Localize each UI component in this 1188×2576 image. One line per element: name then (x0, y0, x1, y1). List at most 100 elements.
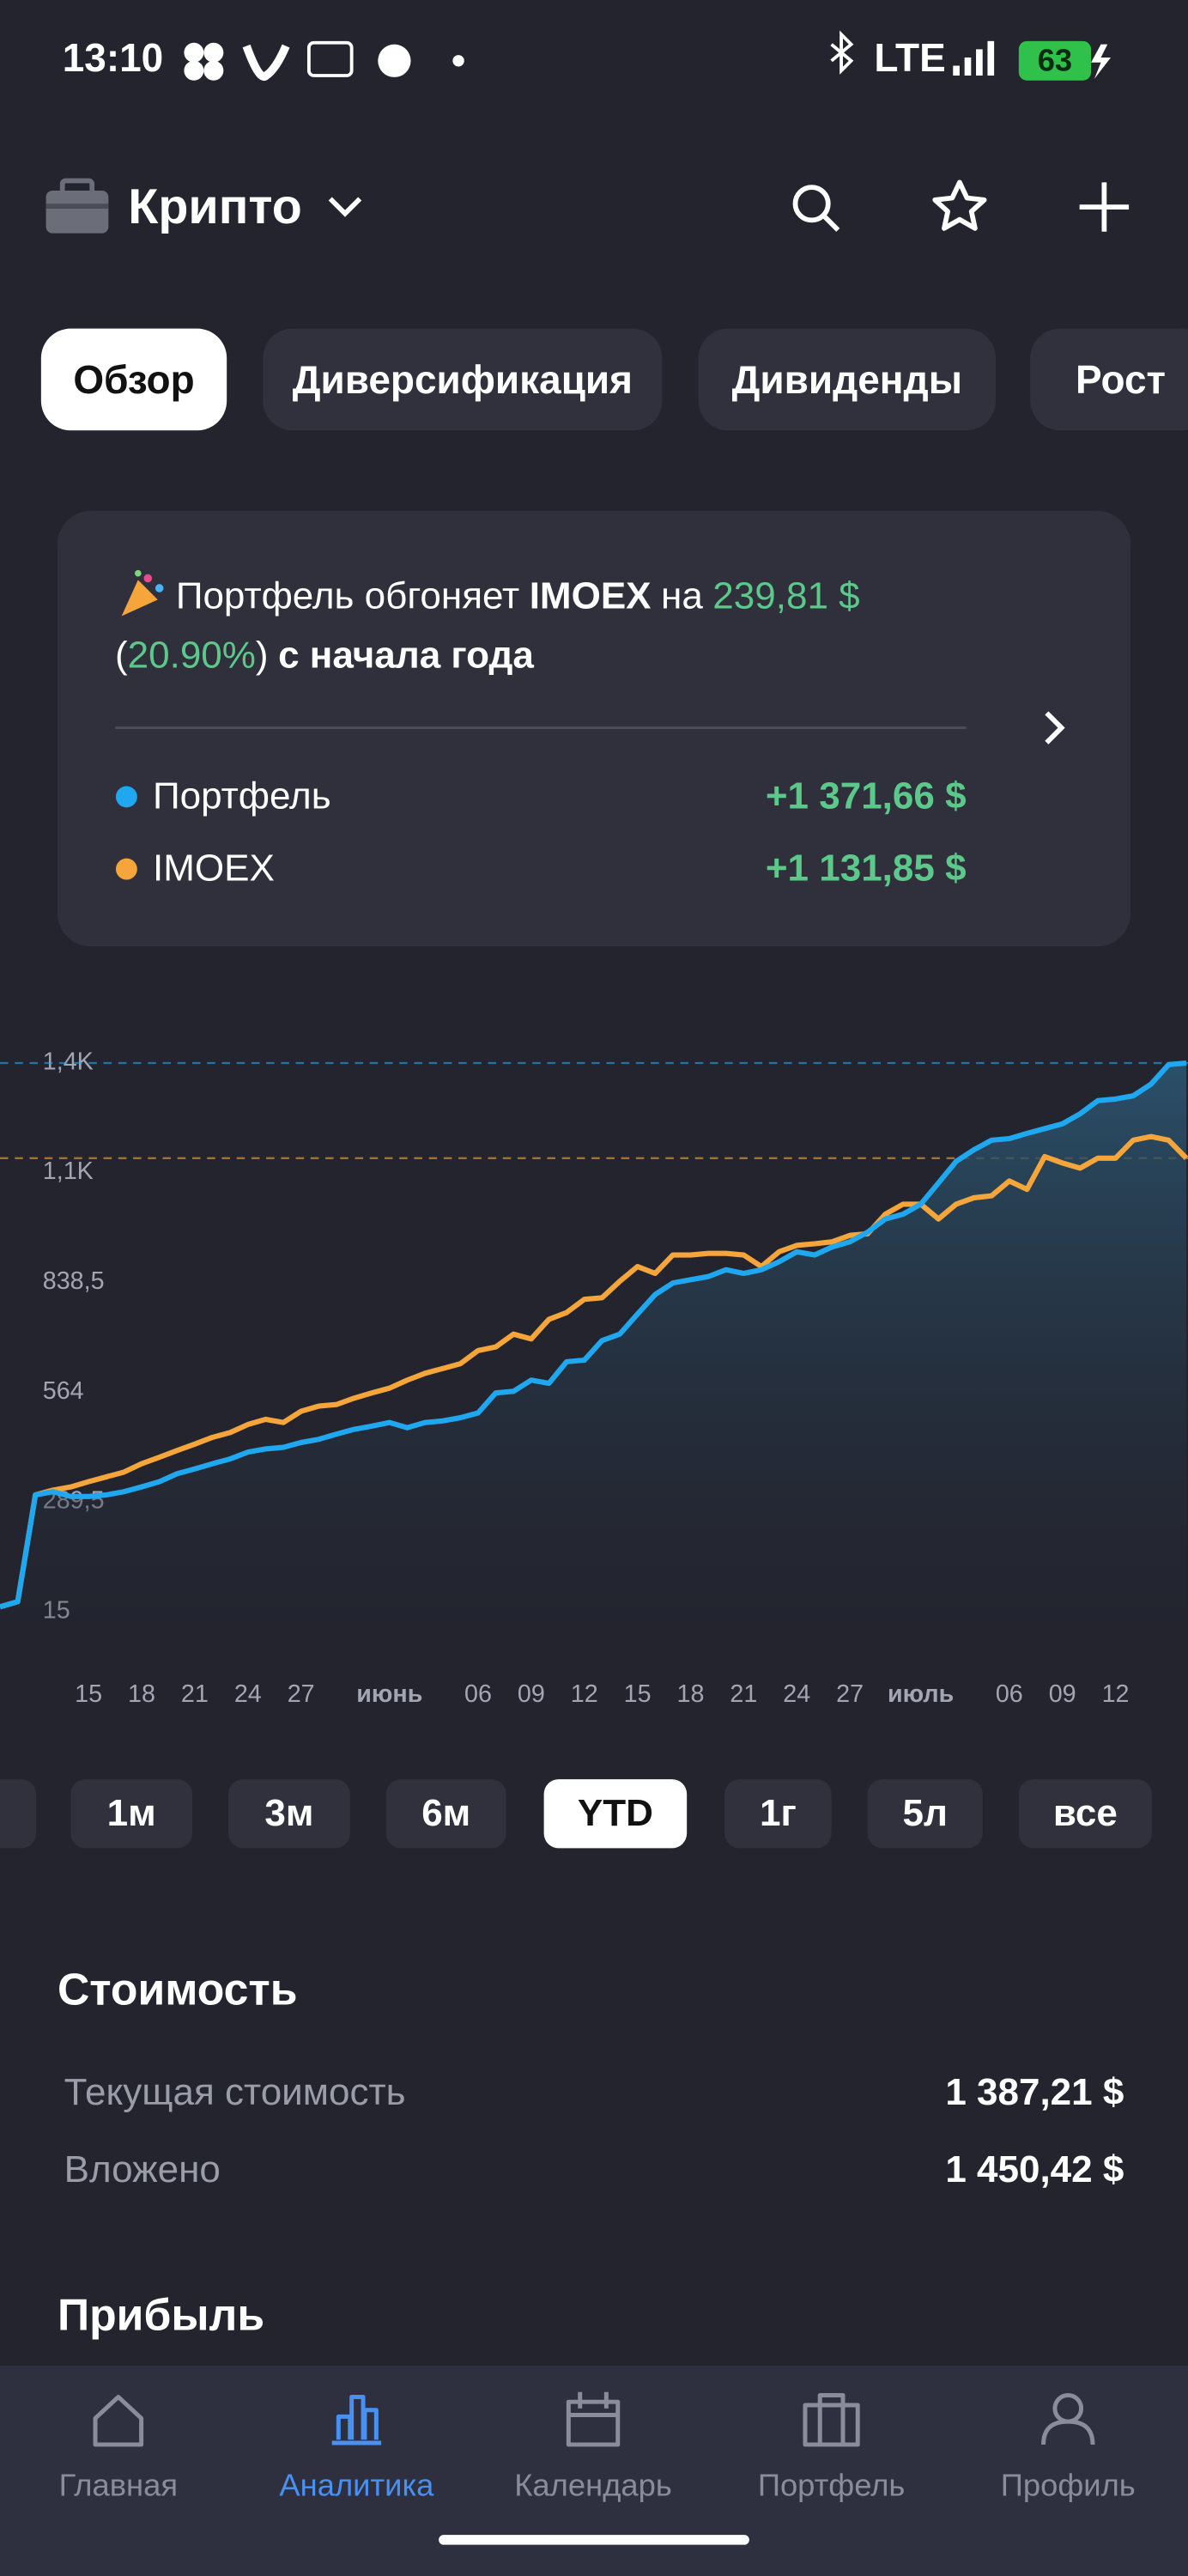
x-tick-label: 12 (1102, 1680, 1130, 1708)
legend-value: +1 371,66 $ (766, 775, 967, 817)
tab[interactable] (698, 328, 997, 431)
period-button[interactable] (385, 1779, 506, 1849)
x-tick-label: 24 (783, 1680, 810, 1708)
y-tick-label: 1,1K (43, 1157, 94, 1185)
nav-label[interactable]: Портфель (758, 2467, 906, 2502)
headline-part: 20.90% (128, 634, 256, 676)
headline-part: IMOEX (530, 574, 652, 617)
y-tick-label: 1,4K (43, 1048, 94, 1075)
cost-value: 1 387,21 $ (945, 2071, 1124, 2113)
card-chevron[interactable] (1045, 711, 1065, 744)
nav-items: Главная Аналитика Календарь Портфель Профиль (59, 2391, 1136, 2502)
period-button[interactable] (543, 1779, 688, 1849)
x-tick-label: 09 (1049, 1680, 1076, 1708)
period-label: YTD (578, 1792, 653, 1834)
x-tick-label: 24 (234, 1680, 262, 1708)
card-legend: Портфель +1 371,66 $ IMOEX +1 131,85 $ (115, 775, 967, 890)
cost-value: 1 450,42 $ (945, 2148, 1124, 2190)
nav-icon[interactable] (803, 2393, 860, 2447)
tab-label: Рост (1076, 357, 1166, 402)
dropdown-chevron[interactable] (328, 197, 362, 217)
tab-label: Диверсификация (293, 357, 633, 402)
x-tick-label: 06 (996, 1680, 1023, 1708)
portfolio-title[interactable]: Крипто (128, 179, 302, 234)
portfolio-icon (45, 178, 109, 234)
nav-label[interactable]: Календарь (514, 2467, 672, 2502)
x-tick-label: 06 (464, 1680, 492, 1708)
legend-name: IMOEX (153, 848, 275, 890)
nav-label[interactable]: Профиль (1001, 2467, 1136, 2502)
headline-part: с начала года (278, 634, 534, 676)
period-label: 1м (107, 1792, 156, 1834)
status-network: LTE (874, 35, 945, 80)
home-indicator (439, 2535, 749, 2545)
cost-label: Вложено (64, 2148, 221, 2190)
line-series (0, 1060, 1187, 1610)
x-tick-label: 15 (75, 1680, 102, 1708)
charging-icon (1091, 44, 1112, 79)
tab[interactable] (1030, 328, 1188, 431)
status-time: 13:10 (63, 35, 163, 80)
period-button[interactable] (724, 1779, 832, 1849)
nav-icon[interactable] (566, 2391, 621, 2447)
card-headline: Портфель обгоняет IMOEX на 239,81 $ (176, 574, 860, 617)
card-headline: (20.90%) с начала года (115, 634, 534, 676)
cost-rows: Текущая стоимость 1 387,21 $ Вложено 1 450,… (64, 2071, 1124, 2190)
x-tick-label: 18 (128, 1680, 155, 1708)
nav-label[interactable]: Главная (59, 2467, 178, 2502)
period-label: 5л (903, 1792, 948, 1834)
nav-icon[interactable] (331, 2394, 382, 2445)
period-label: 6м (421, 1792, 470, 1834)
tab[interactable] (40, 328, 227, 431)
period-button[interactable] (70, 1779, 192, 1849)
battery (1018, 40, 1092, 81)
period-button[interactable] (228, 1779, 350, 1849)
period-button[interactable] (0, 1779, 37, 1849)
legend-name: Портфель (153, 775, 331, 817)
period-button[interactable] (867, 1779, 983, 1849)
period-label: 3м (264, 1792, 313, 1834)
tab-label: Обзор (73, 357, 194, 402)
legend-dot (115, 858, 137, 880)
headline-part: 239,81 $ (712, 574, 859, 617)
header-actions[interactable] (792, 179, 1130, 232)
tab[interactable] (263, 328, 663, 431)
x-tick-label: июль (888, 1680, 954, 1708)
status-icons (184, 30, 995, 81)
y-tick-label: 564 (43, 1377, 84, 1405)
headline-part: Портфель обгоняет (176, 574, 519, 617)
x-tick-label: 27 (288, 1680, 315, 1708)
chart: 15289,5564838,51,1K1,4K1518212427июнь060… (0, 1048, 1188, 1708)
line-series (0, 1133, 1188, 1610)
x-tick-label: 27 (836, 1680, 864, 1708)
confetti-icon (121, 569, 164, 617)
x-tick-label: 21 (730, 1680, 757, 1708)
period-label: все (1053, 1792, 1118, 1834)
section-title: Прибыль (58, 2289, 264, 2339)
legend-dot (115, 786, 137, 808)
tabs: Обзор Диверсификация Дивиденды Рост (40, 328, 1188, 431)
cost-label: Текущая стоимость (64, 2071, 406, 2113)
period-label: 1г (760, 1792, 797, 1834)
x-tick-label: 18 (677, 1680, 705, 1708)
section-title: Стоимость (58, 1964, 297, 2014)
period-selector: 1м 3м 6м YTD 1г 5л все (70, 1779, 1152, 1849)
headline-part: ( (115, 634, 128, 676)
nav-icon[interactable] (1041, 2393, 1095, 2445)
headline-part: ) (256, 634, 269, 676)
period-button[interactable] (1018, 1779, 1152, 1849)
x-tick-label: 15 (624, 1680, 652, 1708)
legend-value: +1 131,85 $ (766, 848, 967, 890)
battery-level: 63 (1038, 42, 1072, 77)
y-tick-label: 838,5 (43, 1267, 105, 1295)
x-tick-label: 12 (571, 1680, 598, 1708)
nav-icon[interactable] (93, 2394, 144, 2447)
x-tick-label: июнь (356, 1680, 422, 1708)
x-tick-label: 09 (518, 1680, 545, 1708)
tab-label: Дивиденды (732, 357, 962, 402)
headline-part: на (661, 574, 703, 617)
nav-label[interactable]: Аналитика (279, 2467, 434, 2502)
x-tick-label: 21 (181, 1680, 209, 1708)
